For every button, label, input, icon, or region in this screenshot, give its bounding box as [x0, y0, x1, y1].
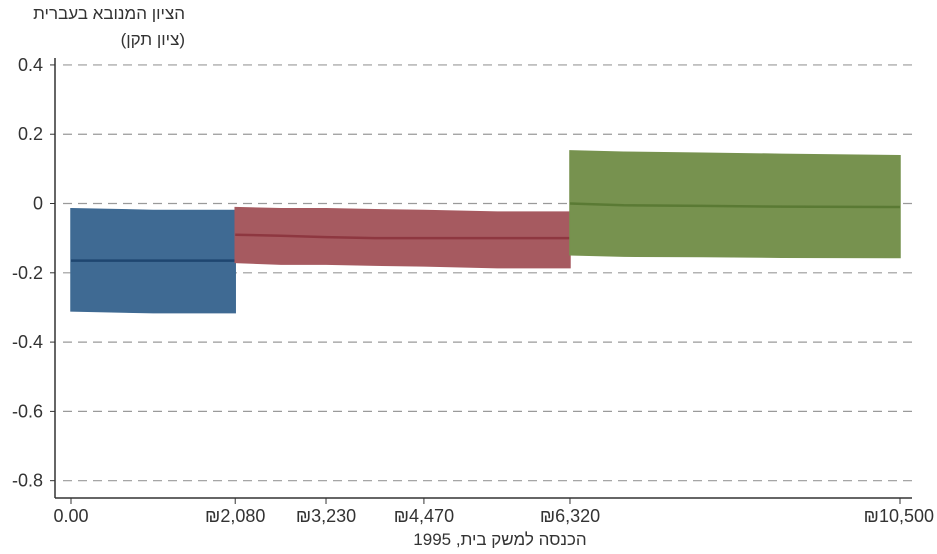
x-tick-label: ₪3,230 [296, 506, 356, 526]
y-tick-label: -0.8 [12, 471, 43, 491]
y-tick-label: 0 [33, 194, 43, 214]
y-tick-label: -0.6 [12, 401, 43, 421]
series-band-3 [569, 150, 901, 259]
series-line-3 [569, 202, 901, 209]
x-tick-label: 0.00 [53, 506, 88, 526]
x-tick-label: ₪10,500 [864, 506, 934, 526]
y-axis-title-line2: (ציון תקן) [120, 30, 185, 49]
y-tick-label: -0.2 [12, 263, 43, 283]
x-tick-label: ₪6,320 [540, 506, 600, 526]
x-axis-title: הכנסה למשק בית, 1995 [413, 530, 587, 549]
y-tick-label: 0.2 [18, 124, 43, 144]
series-line-2 [235, 233, 570, 240]
x-tick-label: ₪2,080 [205, 506, 265, 526]
x-tick-label: ₪4,470 [394, 506, 454, 526]
y-tick-label: -0.4 [12, 332, 43, 352]
y-axis-title-line1: הציון המנובא בעברית [33, 4, 185, 23]
y-tick-label: 0.4 [18, 55, 43, 75]
